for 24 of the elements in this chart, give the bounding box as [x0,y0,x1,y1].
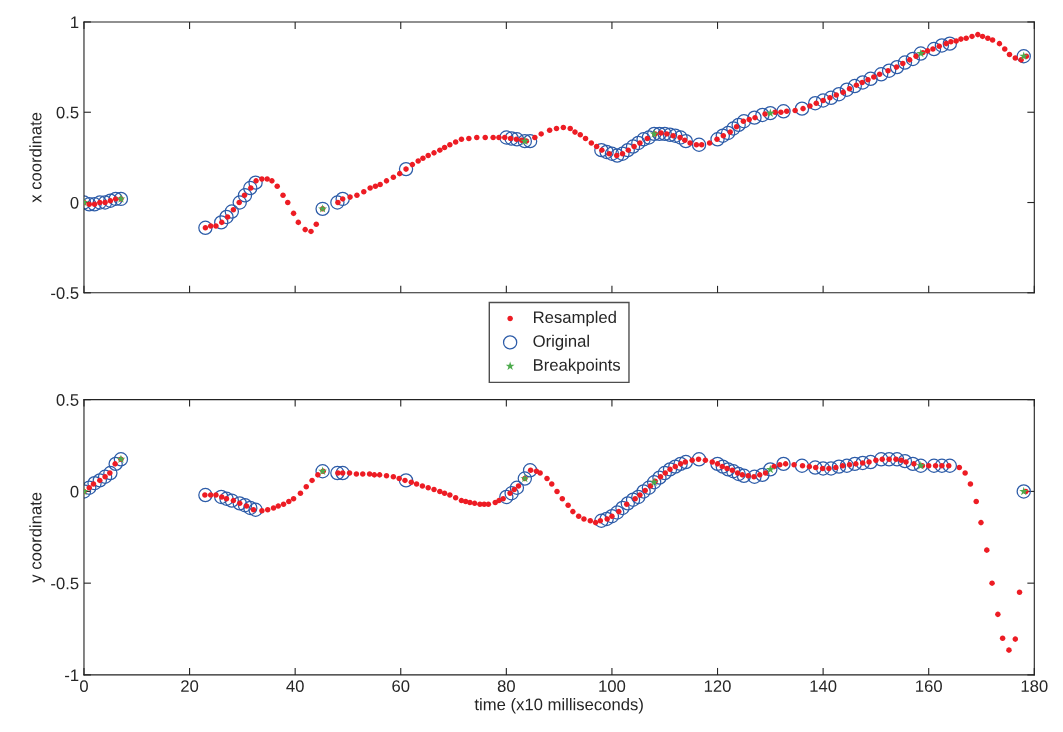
y-tick-label: 1 [71,16,79,28]
legend-label: Resampled [534,310,616,327]
y-tick-label: 0.5 [56,394,79,406]
y-tick-label: 0 [70,485,79,498]
x-tick-label: 80 [497,680,515,693]
y-axis-title: x coordinate [29,112,42,203]
x-tick-label: 20 [181,680,199,693]
y-tick-label: 0 [70,196,79,209]
y-tick-label: 0.5 [56,106,79,119]
x-tick-label: 60 [392,680,410,693]
legend-label: Original [533,334,589,351]
x-tick-label: 180 [1021,680,1048,693]
y-tick-label: -1 [65,669,79,681]
y-tick-label: -0.5 [51,287,79,299]
x-tick-label: 160 [916,680,942,693]
y-tick-label: -0.5 [51,577,79,590]
y-axis-title: y coordinate [29,492,45,583]
x-tick-label: 120 [704,680,731,693]
legend-label: Breakpoints [534,358,621,375]
x-tick-label: 140 [810,680,837,693]
x-tick-label: 40 [286,680,304,693]
x-tick-label: 100 [599,680,626,693]
x-tick-label: 0 [79,680,88,693]
x-axis-title: time (x10 milliseconds) [474,698,643,714]
